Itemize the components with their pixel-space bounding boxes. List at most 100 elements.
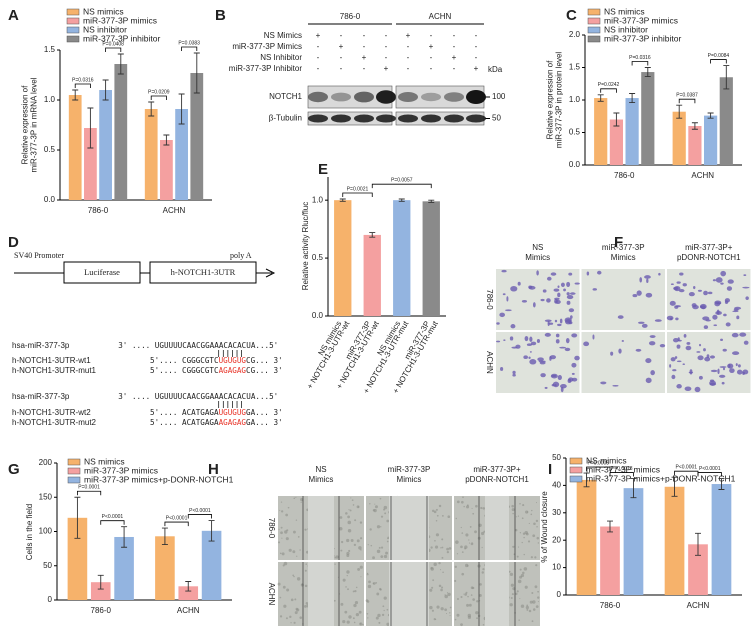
- legend-label: miR-377-3P mimics+p-DONR-NOTCH1: [84, 474, 234, 484]
- cell-speck: [455, 517, 457, 520]
- cell-speck: [511, 504, 514, 508]
- stained-cell: [569, 292, 576, 295]
- stained-cell: [676, 344, 681, 349]
- error-bar: [723, 65, 730, 90]
- cell-speck: [282, 564, 285, 567]
- y-tick-label: 100: [39, 527, 53, 536]
- cell-speck: [386, 540, 389, 543]
- sequence: 3' .... UGUUUUCAACGGAAACACACUA...5': [118, 341, 278, 350]
- cell-speck: [299, 616, 303, 619]
- x-tick-label: ACHN: [163, 206, 186, 215]
- stained-cell: [702, 316, 710, 321]
- band-marker: 100: [492, 92, 506, 101]
- cell-speck: [514, 528, 518, 532]
- cell-speck: [460, 526, 462, 529]
- x-tick-label: 786-0: [91, 606, 112, 615]
- significance-bracket: [697, 472, 722, 477]
- cell-speck: [283, 561, 288, 566]
- cell-speck: [380, 515, 384, 518]
- sequence-part: AGAGAG: [219, 418, 247, 427]
- legend-swatch: [587, 35, 601, 43]
- stained-cell: [551, 383, 555, 387]
- cell-speck: [289, 615, 292, 619]
- column-header: miR-377-3P+: [473, 465, 521, 474]
- p-value: P<0.0001: [102, 514, 124, 520]
- cell-speck: [288, 548, 292, 552]
- cell-speck: [283, 604, 287, 608]
- cell-speck: [517, 515, 520, 517]
- cell-speck: [280, 501, 283, 503]
- stained-cell: [553, 288, 560, 292]
- stained-cell: [496, 340, 501, 343]
- cell-speck: [446, 592, 449, 594]
- cell-speck: [384, 512, 387, 515]
- cell-speck: [376, 525, 381, 529]
- x-tick-label: ACHN: [691, 171, 714, 180]
- cell-speck: [296, 577, 301, 581]
- y-tick-label: 20: [552, 535, 561, 544]
- stained-cell: [544, 319, 552, 322]
- stained-cell: [685, 345, 692, 351]
- cell-speck: [369, 503, 371, 505]
- cell-speck: [334, 557, 336, 559]
- panel-letter: H: [208, 461, 219, 478]
- cell-speck: [354, 590, 357, 593]
- column-header: Mimics: [525, 253, 550, 262]
- blot-band: [398, 114, 418, 123]
- chart: G Cells in the field 0 50 100 150 200 786-0 ACHN…: [8, 456, 234, 615]
- cell-speck: [279, 552, 282, 555]
- cell-speck: [441, 586, 444, 589]
- error-bar: [87, 107, 94, 149]
- alignment-name: hsa-miR-377-3p: [12, 341, 70, 350]
- cell-speck: [447, 515, 451, 519]
- error-bar: [97, 574, 104, 590]
- cell-speck: [512, 512, 514, 515]
- cell-speck: [533, 522, 536, 526]
- y-tick-label: 200: [39, 458, 53, 467]
- y-tick-label: 1.5: [569, 63, 581, 72]
- stained-cell: [692, 305, 699, 310]
- bar: [160, 140, 173, 200]
- cell-speck: [468, 603, 472, 607]
- chart: I % of Wound closure 0 10 20 30 40 50 786-0 ACHN N…: [540, 453, 742, 610]
- cell-line-label: ACHN: [429, 12, 452, 21]
- cell-speck: [467, 595, 469, 598]
- blot-band: [331, 92, 351, 102]
- blot-band: [444, 92, 464, 102]
- bar: [422, 201, 440, 316]
- error-bar: [630, 478, 637, 499]
- legend-swatch: [587, 26, 601, 34]
- stained-cell: [716, 302, 722, 305]
- legend-label: miR-377-3P inhibitor: [604, 33, 681, 43]
- y-axis-label: Cells in the field: [25, 504, 34, 560]
- stained-cell: [646, 278, 649, 284]
- cell-speck: [290, 622, 292, 624]
- sign: +: [406, 31, 411, 40]
- cell-speck: [340, 549, 343, 552]
- cell-speck: [522, 571, 525, 575]
- error-bar: [718, 478, 725, 490]
- cell-speck: [481, 546, 483, 549]
- cell-speck: [532, 600, 536, 604]
- p-value: P=0.0408: [102, 41, 124, 47]
- bar: [609, 119, 623, 165]
- legend-swatch: [66, 17, 80, 25]
- column-header: NS: [532, 243, 543, 252]
- stained-cell: [706, 354, 710, 358]
- stained-cell: [566, 300, 571, 305]
- cell-speck: [352, 590, 355, 593]
- stained-cell: [713, 324, 718, 327]
- cell-speck: [463, 593, 465, 595]
- cell-speck: [534, 585, 538, 589]
- cell-speck: [515, 516, 517, 518]
- error-bar: [117, 53, 124, 75]
- legend-label: NS mimics: [586, 455, 627, 465]
- cell-speck: [370, 544, 373, 547]
- cell-speck: [535, 502, 538, 504]
- cell-speck: [468, 539, 470, 541]
- stained-cell: [515, 344, 521, 349]
- y-tick-label: 0.5: [312, 253, 324, 262]
- stained-cell: [641, 323, 648, 328]
- y-tick-label: 40: [552, 481, 561, 490]
- stained-cell: [529, 336, 533, 342]
